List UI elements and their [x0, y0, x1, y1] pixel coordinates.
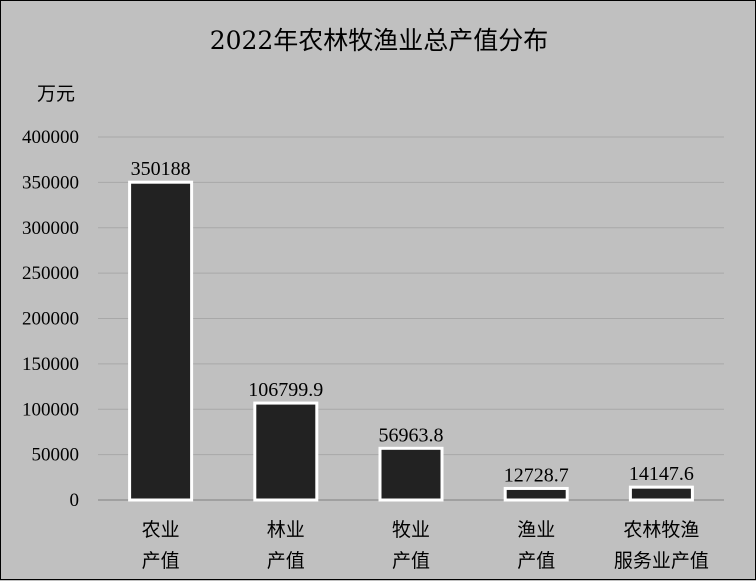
data-label: 106799.9 — [248, 379, 323, 401]
bar — [253, 401, 319, 502]
y-axis-ticks: 0 50000 100000 150000 200000 250000 300000 3500… — [22, 127, 79, 511]
bars — [128, 180, 694, 502]
category-label: 农林牧渔 — [623, 519, 699, 541]
y-axis-unit-label: 万元 — [37, 83, 75, 105]
y-tick-label: 150000 — [22, 354, 79, 375]
y-tick-label: 50000 — [32, 445, 80, 466]
y-tick-label: 350000 — [22, 172, 79, 193]
bar — [378, 446, 444, 502]
y-tick-label: 0 — [70, 490, 80, 511]
y-tick-label: 400000 — [22, 127, 79, 148]
data-label: 56963.8 — [379, 424, 444, 446]
chart-title: 2022年农林牧渔业总产值分布 — [210, 26, 549, 55]
bar — [628, 485, 694, 502]
y-tick-label: 250000 — [22, 263, 79, 284]
gridlines — [98, 136, 724, 456]
category-label: 服务业产值 — [614, 550, 709, 572]
bar — [128, 180, 194, 502]
bar — [503, 486, 569, 502]
data-labels: 350188 106799.9 56963.8 12728.7 14147.6 — [131, 158, 694, 486]
category-label: 渔业 — [517, 519, 555, 541]
category-label: 林业 — [267, 519, 305, 541]
data-label: 350188 — [131, 158, 191, 180]
category-label: 农业 — [142, 519, 180, 541]
y-tick-label: 200000 — [22, 309, 79, 330]
category-label: 牧业 — [392, 519, 430, 541]
y-tick-label: 300000 — [22, 218, 79, 239]
category-label: 产值 — [267, 550, 305, 572]
category-label: 产值 — [392, 550, 430, 572]
data-label: 14147.6 — [629, 463, 694, 485]
category-label: 产值 — [517, 550, 555, 572]
data-label: 12728.7 — [504, 464, 569, 486]
y-tick-label: 100000 — [22, 399, 79, 420]
category-label: 产值 — [142, 550, 180, 572]
